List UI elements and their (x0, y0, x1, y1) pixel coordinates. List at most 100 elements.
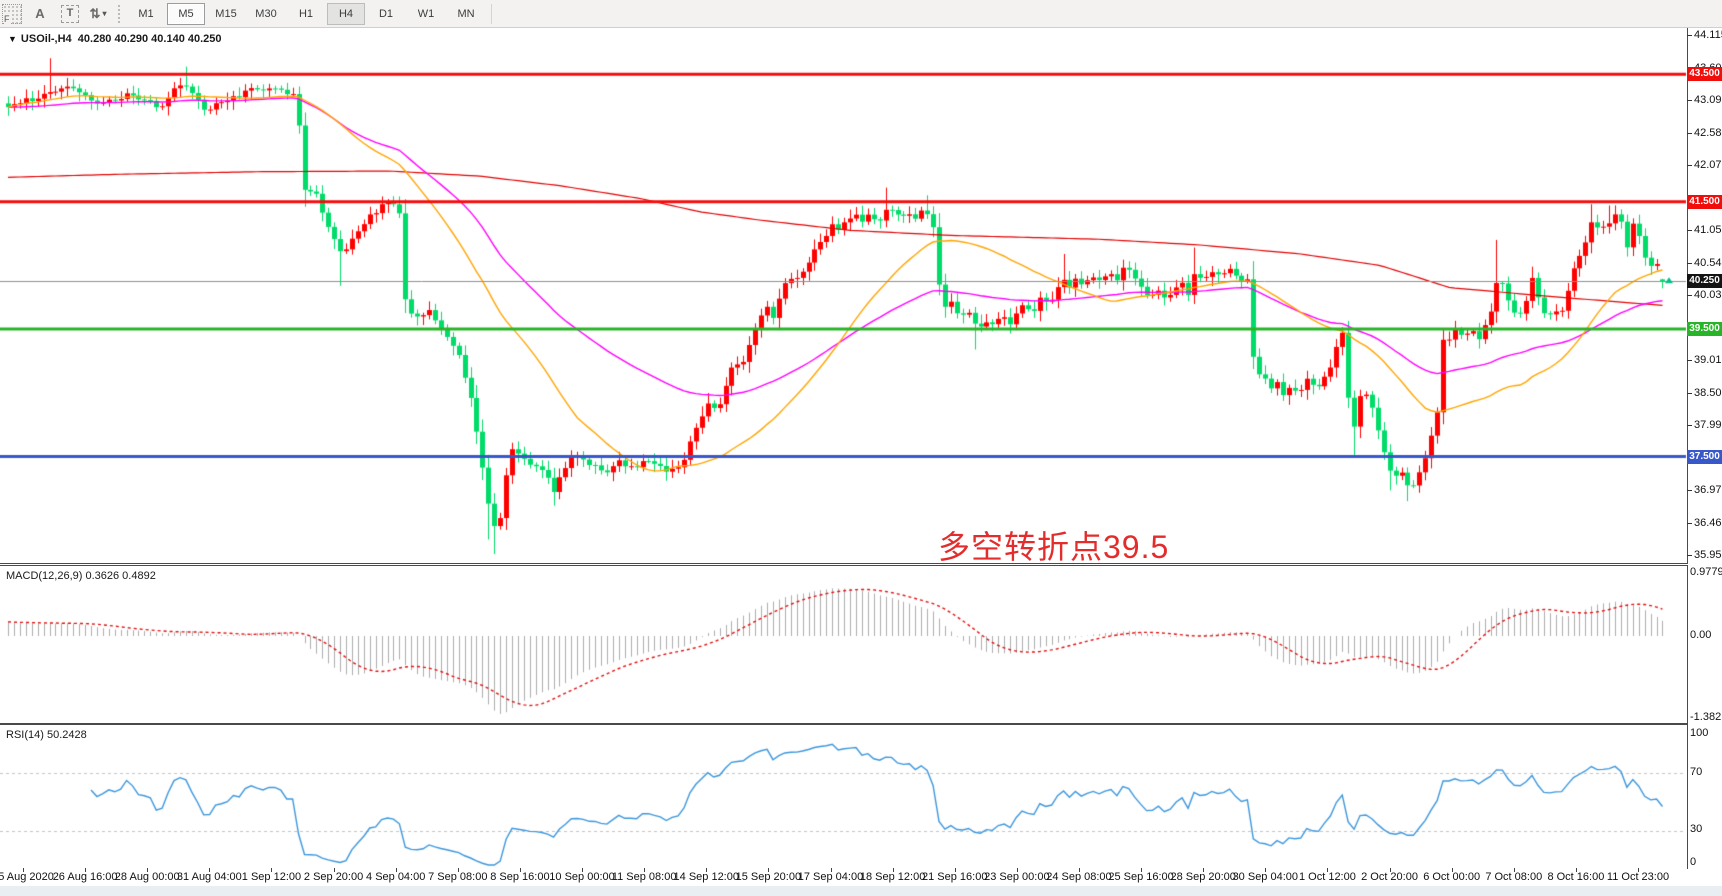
macd-pane[interactable]: MACD(12,26,9) 0.3626 0.4892 (0, 565, 1688, 724)
time-tick-mark (954, 868, 956, 872)
time-tick-mark (582, 868, 584, 872)
rsi-axis-70: 70 (1690, 766, 1703, 778)
chevron-down-icon: ▾ (102, 9, 107, 18)
chart-collapse-icon[interactable]: ▼ (8, 34, 17, 44)
price-tick-mark (1687, 262, 1692, 264)
time-axis-label: 28 Sep 20:00 (1170, 871, 1236, 883)
price-tick-mark (1687, 295, 1692, 297)
price-tick-mark (1687, 490, 1692, 492)
time-axis-label: 2 Oct 20:00 (1361, 871, 1418, 883)
candlestick-canvas[interactable] (0, 28, 1687, 563)
time-tick-mark (644, 868, 646, 872)
price-tick-label: 39.015 (1694, 354, 1722, 367)
arrange-arrows-icon[interactable]: ⇅ ▾ (87, 4, 109, 24)
price-tick-label: 40.035 (1694, 289, 1722, 302)
macd-axis-top: 0.9779 (1690, 566, 1722, 578)
chart-title: ▼ USOil-,H4 40.280 40.290 40.140 40.250 (8, 33, 222, 45)
time-axis-label: 10 Sep 00:00 (549, 871, 615, 883)
price-badge-37.500: 37.500 (1687, 449, 1722, 464)
period-button-m1[interactable]: M1 (138, 7, 154, 20)
toolbar: F A T ⇅ ▾ M1 M5 M15 M30 H1 H4 D1 W1 MN (0, 0, 1722, 28)
time-axis-label: 23 Sep 00:00 (984, 871, 1050, 883)
time-axis-label: 2 Sep 20:00 (303, 871, 364, 883)
period-button-m5[interactable]: M5 (167, 2, 205, 25)
time-axis-label: 24 Sep 08:00 (1046, 871, 1112, 883)
time-axis-label: 31 Aug 04:00 (176, 871, 242, 883)
rsi-canvas[interactable] (0, 725, 1687, 869)
price-tick-mark (1687, 360, 1692, 362)
time-axis-label: 11 Oct 23:00 (1606, 871, 1670, 883)
time-axis-label: 7 Sep 08:00 (428, 871, 488, 883)
time-tick-mark (1513, 868, 1515, 872)
toolbar-separator (491, 3, 492, 24)
price-tick-label: 42.075 (1694, 159, 1722, 171)
rsi-pane[interactable]: RSI(14) 50.2428 (0, 724, 1688, 870)
price-badge-39.500: 39.500 (1687, 322, 1722, 337)
price-badge-41.500: 41.500 (1687, 194, 1722, 209)
price-tick-label: 43.095 (1694, 94, 1722, 106)
time-axis-label: 26 Aug 16:00 (52, 871, 118, 883)
period-button-group: M1 M5 M15 M30 H1 H4 D1 W1 MN (126, 2, 486, 25)
text-box-icon[interactable]: T (61, 4, 79, 23)
time-tick-mark (1141, 868, 1143, 872)
chart-ohlc-readout: 40.280 40.290 40.140 40.250 (77, 33, 222, 45)
dock-grip-icon[interactable]: F (2, 3, 22, 24)
price-tick-label: 42.585 (1694, 126, 1722, 139)
macd-label: MACD(12,26,9) 0.3626 0.4892 (6, 570, 156, 582)
price-tick-mark (1687, 35, 1692, 36)
price-badge-40.250: 40.250 (1687, 274, 1722, 289)
time-axis-label: 1 Oct 12:00 (1298, 871, 1356, 883)
macd-axis-zero: 0.00 (1690, 629, 1712, 641)
price-tick-label: 35.955 (1694, 549, 1722, 562)
period-button-m15[interactable]: M15 (215, 7, 237, 20)
time-axis-label: 4 Sep 04:00 (366, 871, 426, 883)
time-tick-mark (768, 868, 770, 872)
price-tick-mark (1687, 522, 1692, 524)
time-tick-mark (519, 868, 521, 872)
time-tick-mark (23, 868, 24, 872)
toolbar-grip[interactable] (117, 3, 122, 24)
main-chart-pane[interactable]: ▼ USOil-,H4 40.280 40.290 40.140 40.250 多… (0, 28, 1688, 565)
time-tick-mark (147, 868, 149, 872)
price-tick-label: 44.115 (1694, 29, 1722, 41)
window-bottom-strip (0, 886, 1722, 896)
time-tick-mark (333, 868, 335, 872)
price-tick-mark (1687, 100, 1692, 101)
price-tick-mark (1687, 425, 1692, 427)
arrows-glyph: ⇅ (89, 5, 101, 21)
time-tick-mark (1327, 868, 1329, 872)
time-tick-mark (830, 868, 832, 872)
price-tick-label: 38.505 (1694, 386, 1722, 399)
time-axis-label: 21 Sep 16:00 (921, 871, 988, 883)
period-button-d1[interactable]: D1 (378, 7, 394, 20)
time-axis-label: 18 Sep 12:00 (859, 871, 926, 883)
time-tick-mark (85, 868, 87, 872)
time-axis-label: 1 Sep 12:00 (241, 871, 302, 883)
chart-text-annotation[interactable]: 多空转折点39.5 (938, 529, 1170, 565)
macd-canvas[interactable] (0, 566, 1687, 723)
rsi-axis-100: 100 (1690, 727, 1709, 739)
price-badge-43.500: 43.500 (1687, 67, 1722, 82)
period-button-m30[interactable]: M30 (255, 7, 277, 20)
time-axis-label: 25 Sep 16:00 (1108, 871, 1174, 883)
period-button-w1[interactable]: W1 (417, 7, 435, 20)
price-tick-label: 37.995 (1694, 419, 1722, 432)
time-tick-mark (892, 868, 894, 872)
chart-symbol-period: USOil-,H4 (20, 33, 72, 45)
macd-axis-bottom: -1.382 (1690, 711, 1722, 723)
text-label-icon[interactable]: A (35, 6, 45, 21)
period-button-h1[interactable]: H1 (298, 7, 314, 20)
rsi-axis-0: 0 (1690, 856, 1697, 868)
time-tick-mark (1638, 868, 1639, 872)
time-tick-mark (395, 868, 397, 872)
time-tick-mark (1016, 868, 1018, 872)
period-button-h4[interactable]: H4 (327, 2, 365, 25)
time-axis-label: 11 Sep 08:00 (611, 871, 677, 883)
time-tick-mark (1203, 868, 1205, 872)
time-axis-label: 14 Sep 12:00 (673, 871, 739, 883)
price-tick-mark (1687, 230, 1692, 231)
rsi-axis-30: 30 (1690, 823, 1703, 835)
period-button-mn[interactable]: MN (457, 7, 475, 20)
time-tick-mark (457, 868, 459, 872)
